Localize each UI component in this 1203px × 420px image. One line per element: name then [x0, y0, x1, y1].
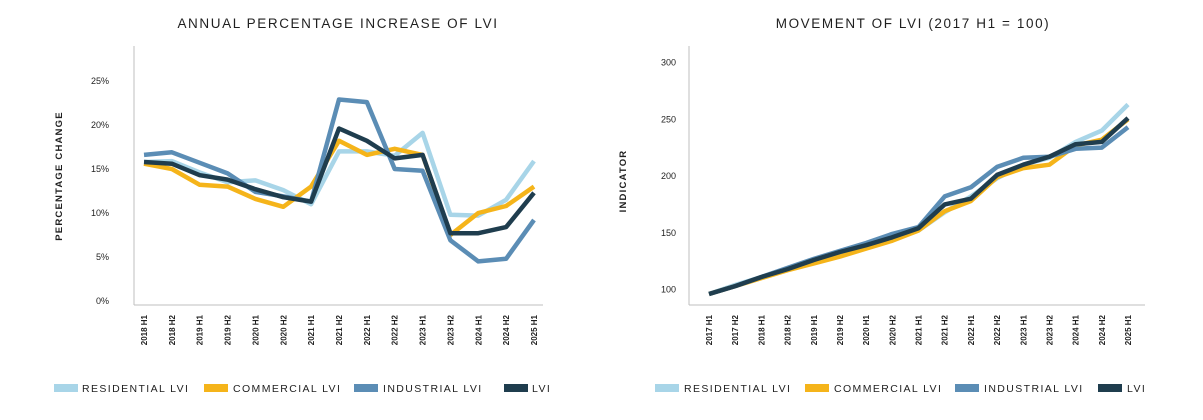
chart1-series-line-commercial-lvi	[143, 138, 536, 238]
chart2-legend-swatch	[955, 384, 979, 392]
chart1-title: ANNUAL PERCENTAGE INCREASE OF LVI	[177, 16, 498, 31]
chart2-x-tick-label: 2024 H1	[1072, 314, 1081, 345]
chart1-legend-label: RESIDENTIAL LVI	[82, 383, 189, 395]
chart2-y-tick-label: 150	[661, 228, 676, 238]
chart1-x-tick-label: 2021 H1	[307, 314, 316, 345]
chart1-x-tick-label: 2020 H1	[251, 314, 260, 345]
chart2-y-tick-label: 100	[661, 285, 676, 295]
chart1-y-tick-label: 0%	[96, 296, 109, 306]
chart1-x-tick-label: 2021 H2	[335, 314, 344, 345]
chart1-y-tick-label: 25%	[91, 76, 109, 86]
chart2-legend-swatch	[805, 384, 829, 392]
chart2-series-line-residential-lvi	[708, 102, 1130, 297]
chart2-series-line-industrial-lvi	[708, 125, 1130, 297]
chart1-x-tick-label: 2019 H2	[224, 314, 233, 345]
chart1-y-tick-label: 20%	[91, 120, 109, 130]
chart1-x-tick-label: 2025 H1	[530, 314, 539, 345]
chart1-series-line-industrial-lvi	[143, 97, 536, 264]
chart1-y-tick-label: 10%	[91, 208, 109, 218]
chart1-x-tick-label: 2022 H1	[363, 314, 372, 345]
chart1-legend-swatch	[54, 384, 78, 392]
chart2-x-tick-label: 2017 H2	[731, 314, 740, 345]
chart2-x-tick-label: 2020 H2	[888, 314, 897, 345]
chart2-legend-label: LVI	[1127, 383, 1146, 395]
chart1-legend-swatch	[354, 384, 378, 392]
chart2-x-tick-label: 2024 H2	[1098, 314, 1107, 345]
chart1-x-tick-label: 2022 H2	[391, 314, 400, 345]
chart2-x-tick-label: 2022 H2	[993, 314, 1002, 345]
chart2-y-tick-label: 200	[661, 171, 676, 181]
chart1-legend-label: COMMERCIAL LVI	[233, 383, 341, 395]
chart1-y-tick-label: 5%	[96, 252, 109, 262]
chart2-title: MOVEMENT OF LVI (2017 H1 = 100)	[776, 16, 1051, 31]
chart1-x-tick-label: 2023 H2	[446, 314, 455, 345]
chart1-y-tick-label: 15%	[91, 164, 109, 174]
chart2-x-tick-label: 2023 H1	[1019, 314, 1028, 345]
chart1-y-axis-label: PERCENTAGE CHANGE	[54, 111, 65, 240]
chart2-x-tick-label: 2017 H1	[705, 314, 714, 345]
chart2-legend-swatch	[655, 384, 679, 392]
chart1-legend-label: LVI	[532, 383, 551, 395]
chart1-x-tick-label: 2024 H1	[474, 314, 483, 345]
chart2-legend-swatch	[1098, 384, 1122, 392]
chart2-x-tick-label: 2020 H1	[862, 314, 871, 345]
chart1-legend-label: INDUSTRIAL LVI	[383, 383, 483, 395]
chart2-x-tick-label: 2025 H1	[1124, 314, 1133, 345]
chart2-legend-label: COMMERCIAL LVI	[834, 383, 942, 395]
chart2-x-tick-label: 2019 H1	[810, 314, 819, 345]
chart2-x-tick-label: 2018 H1	[757, 314, 766, 345]
chart1-legend-swatch	[204, 384, 228, 392]
chart1-x-tick-label: 2018 H1	[140, 314, 149, 345]
chart1-legend-swatch	[504, 384, 528, 392]
chart1-x-tick-label: 2023 H1	[419, 314, 428, 345]
chart1-x-tick-label: 2018 H2	[168, 314, 177, 345]
chart2-x-tick-label: 2019 H2	[836, 314, 845, 345]
chart2-legend-label: INDUSTRIAL LVI	[984, 383, 1084, 395]
chart2-x-tick-label: 2021 H2	[941, 314, 950, 345]
chart2-x-tick-label: 2018 H2	[784, 314, 793, 345]
chart2-x-tick-label: 2021 H1	[915, 314, 924, 345]
chart2-series-line-lvi	[708, 116, 1130, 297]
chart1-x-tick-label: 2020 H2	[279, 314, 288, 345]
chart1-x-tick-label: 2019 H1	[196, 314, 205, 345]
chart2-x-tick-label: 2022 H1	[967, 314, 976, 345]
chart2-legend-label: RESIDENTIAL LVI	[684, 383, 791, 395]
chart2-series-line-commercial-lvi	[708, 117, 1130, 297]
chart2-y-tick-label: 250	[661, 114, 676, 124]
chart1-series-line-lvi	[143, 126, 536, 236]
chart2-y-tick-label: 300	[661, 58, 676, 68]
chart2-y-axis-label: INDICATOR	[618, 150, 629, 213]
chart2-x-tick-label: 2023 H2	[1045, 314, 1054, 345]
chart1-x-tick-label: 2024 H2	[502, 314, 511, 345]
